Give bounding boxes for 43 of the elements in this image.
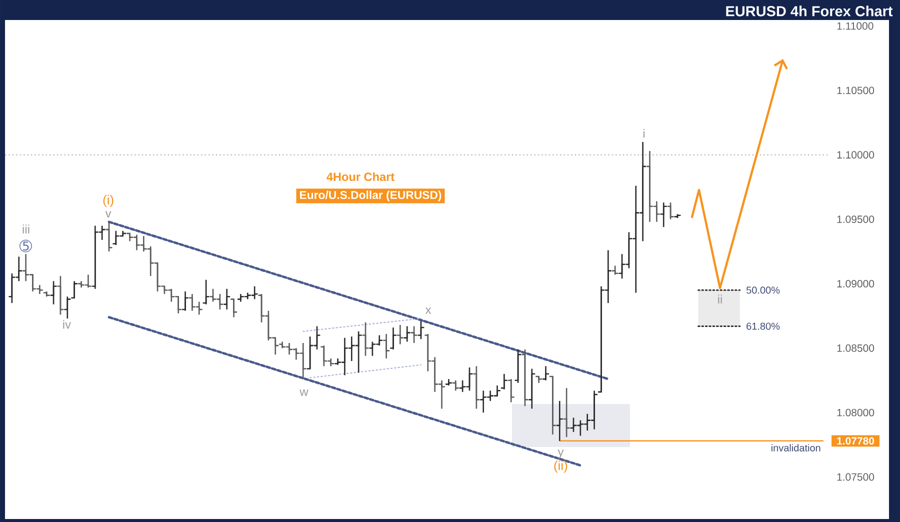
annotation: (ii) <box>554 460 568 473</box>
candlestick <box>500 373 508 390</box>
annotation: x <box>425 308 432 314</box>
y-tick-label: 1.10500 <box>837 86 874 94</box>
y-tick-label: 1.08000 <box>837 408 874 416</box>
annotation: w <box>300 390 308 396</box>
candlestick <box>556 400 563 442</box>
annotation: ii <box>718 294 722 304</box>
y-tick-label: 1.07780 <box>837 437 874 445</box>
series-label: 61.80% <box>746 322 780 330</box>
y-tick-label: 1.10000 <box>837 151 874 159</box>
annotation: i <box>643 128 645 138</box>
candlestick <box>230 298 237 318</box>
chart-title: EURUSD 4h Forex Chart <box>726 6 893 16</box>
candlestick <box>452 380 459 392</box>
candlestick <box>404 326 410 342</box>
annotation: v <box>105 211 112 218</box>
annotation: y <box>558 450 564 458</box>
candlestick <box>224 288 230 310</box>
candlestick <box>667 202 674 220</box>
series-label: 50.00% <box>746 286 780 294</box>
y-tick-label: 1.07500 <box>837 473 874 481</box>
annotation: Euro/U.S.Dollar (EURUSD) <box>300 190 442 202</box>
candlestick <box>50 280 57 305</box>
y-tick-label: 1.09500 <box>837 216 874 223</box>
candlestick <box>182 290 188 312</box>
annotation: (i) <box>103 194 114 208</box>
legend-label: invalidation <box>772 444 820 452</box>
annotation: ➄ <box>19 240 32 252</box>
text: 4Hour Chart <box>326 172 394 182</box>
annotation: iv <box>63 320 71 329</box>
annotation: iii <box>22 224 30 234</box>
candlestick <box>390 326 396 350</box>
candlestick <box>660 202 667 228</box>
candlestick <box>410 326 418 344</box>
candlestick <box>542 366 549 381</box>
candlestick <box>71 280 78 299</box>
candlestick <box>612 265 618 276</box>
candlestick <box>396 324 404 345</box>
y-tick-label: 1.11000 <box>837 22 874 30</box>
candlestick <box>383 333 390 360</box>
y-tick-label: 1.09000 <box>837 280 874 288</box>
y-tick-label: 1.08500 <box>837 344 874 352</box>
